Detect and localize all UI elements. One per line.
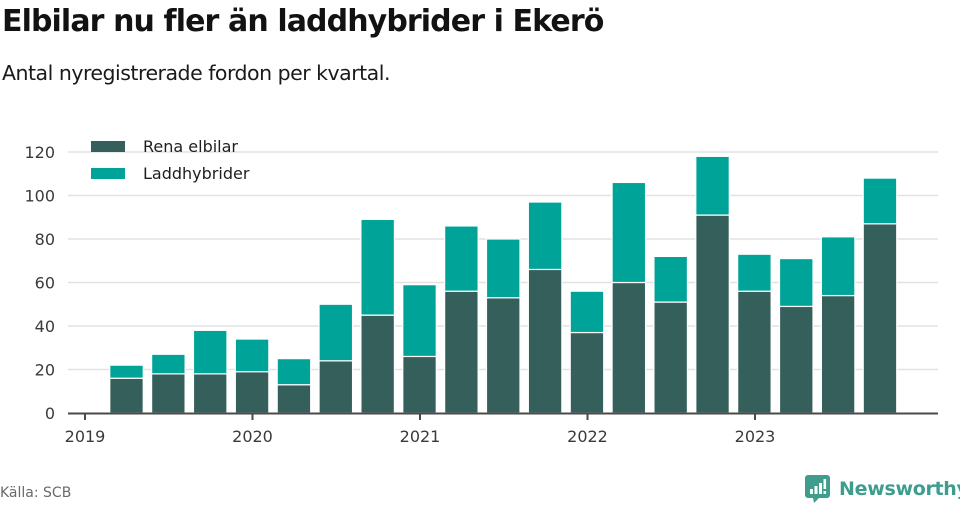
bar-segment-rena-elbilar bbox=[318, 360, 354, 414]
bar-segment-laddhybrider bbox=[151, 353, 186, 375]
bar-segment-laddhybrider bbox=[485, 238, 521, 299]
bar-segment-laddhybrider bbox=[820, 236, 856, 297]
y-tick-label: 60 bbox=[35, 274, 55, 293]
bar-segment-laddhybrider bbox=[234, 338, 270, 373]
bar-segment-rena-elbilar bbox=[234, 371, 270, 414]
bar-segment-rena-elbilar bbox=[820, 294, 856, 414]
bar-segment-rena-elbilar bbox=[192, 373, 228, 414]
bar-segment-rena-elbilar bbox=[109, 377, 144, 414]
x-tick-label: 2021 bbox=[400, 427, 441, 446]
legend-swatch-laddhybrider bbox=[91, 168, 125, 179]
bar-segment-rena-elbilar bbox=[485, 297, 521, 414]
bar-segment-laddhybrider bbox=[444, 225, 479, 292]
bar-segment-laddhybrider bbox=[569, 290, 605, 334]
y-tick-label: 40 bbox=[35, 317, 55, 336]
legend-label-rena-elbilar: Rena elbilar bbox=[143, 137, 238, 156]
source-note: Källa: SCB bbox=[0, 485, 72, 501]
x-tick-label: 2022 bbox=[567, 427, 608, 446]
bar-segment-laddhybrider bbox=[695, 155, 730, 216]
bar-segment-laddhybrider bbox=[611, 181, 647, 284]
y-tick-label: 120 bbox=[24, 143, 55, 162]
newsworthy-logo-icon bbox=[805, 475, 830, 503]
chart-subtitle: Antal nyregistrerade fordon per kvartal. bbox=[2, 61, 390, 85]
bars bbox=[109, 155, 898, 414]
bar-segment-rena-elbilar bbox=[527, 268, 563, 414]
bar-segment-laddhybrider bbox=[318, 303, 354, 362]
bar-segment-laddhybrider bbox=[778, 257, 814, 308]
bar-segment-laddhybrider bbox=[862, 177, 898, 225]
x-axis: 2019 2020 2021 2022 2023 bbox=[65, 412, 938, 446]
stacked-bar-chart: 0 20 40 60 80 100 120 2019 2020 2021 2022 2023 Ren… bbox=[24, 137, 938, 446]
bar-segment-laddhybrider bbox=[109, 364, 144, 379]
y-tick-label: 20 bbox=[35, 361, 55, 380]
legend: Rena elbilar Laddhybrider bbox=[91, 137, 250, 183]
legend-swatch-rena-elbilar bbox=[91, 141, 125, 152]
bar-segment-laddhybrider bbox=[360, 218, 396, 316]
bar-segment-rena-elbilar bbox=[611, 281, 647, 414]
y-tick-label: 0 bbox=[45, 404, 55, 423]
y-tick-label: 100 bbox=[24, 187, 55, 206]
bar-segment-rena-elbilar bbox=[360, 314, 396, 414]
bar-segment-rena-elbilar bbox=[862, 223, 898, 414]
chart-title: Elbilar nu fler än laddhybrider i Ekerö bbox=[2, 4, 604, 39]
newsworthy-brand: Newsworthy bbox=[805, 475, 960, 503]
bar-segment-laddhybrider bbox=[653, 255, 689, 303]
bar-segment-laddhybrider bbox=[527, 201, 563, 271]
bar-segment-rena-elbilar bbox=[737, 290, 772, 414]
bar-segment-rena-elbilar bbox=[402, 355, 437, 414]
x-tick-label: 2019 bbox=[65, 427, 106, 446]
bar-segment-rena-elbilar bbox=[653, 301, 689, 414]
bar-segment-rena-elbilar bbox=[569, 331, 605, 414]
y-axis: 0 20 40 60 80 100 120 bbox=[24, 143, 55, 423]
brand-name: Newsworthy bbox=[839, 478, 960, 500]
y-tick-label: 80 bbox=[35, 230, 55, 249]
bar-segment-laddhybrider bbox=[276, 358, 312, 386]
bar-segment-rena-elbilar bbox=[151, 373, 186, 414]
bar-segment-laddhybrider bbox=[737, 253, 772, 292]
bar-segment-rena-elbilar bbox=[444, 290, 479, 414]
bar-segment-rena-elbilar bbox=[778, 305, 814, 414]
legend-label-laddhybrider: Laddhybrider bbox=[143, 164, 250, 183]
bar-segment-rena-elbilar bbox=[276, 384, 312, 414]
bar-segment-rena-elbilar bbox=[695, 214, 730, 414]
x-tick-label: 2020 bbox=[232, 427, 273, 446]
x-tick-label: 2023 bbox=[735, 427, 776, 446]
bar-segment-laddhybrider bbox=[192, 329, 228, 375]
bar-segment-laddhybrider bbox=[402, 284, 437, 358]
